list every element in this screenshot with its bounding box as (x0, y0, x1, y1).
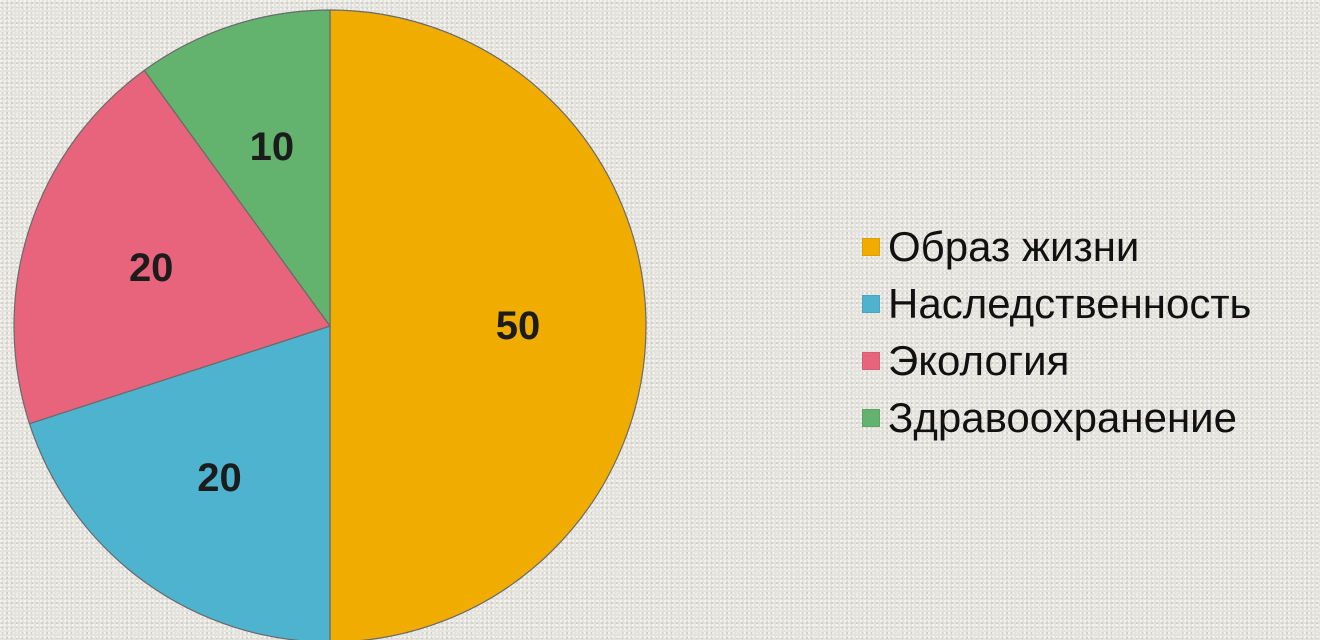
pie-slice-ecology (13, 69, 331, 425)
legend-swatch-lifestyle (862, 237, 880, 256)
legend-label-lifestyle: Образ жизни (888, 222, 1140, 270)
pie-chart: 50 20 20 10 (13, 9, 647, 640)
legend-swatch-heredity (862, 294, 880, 313)
pie-slice-lifestyle (329, 9, 647, 640)
legend-item-ecology: Экология (862, 332, 1251, 389)
data-label-ecology: 20 (129, 246, 174, 290)
data-label-lifestyle: 50 (496, 304, 541, 348)
legend-label-ecology: Экология (888, 336, 1070, 384)
legend-item-healthcare: Здравоохранение (862, 389, 1251, 446)
legend-item-heredity: Наследственность (862, 275, 1251, 332)
legend-label-healthcare: Здравоохранение (888, 393, 1237, 441)
pie-slice-healthcare (143, 9, 331, 328)
data-label-heredity: 20 (197, 456, 242, 500)
data-label-healthcare: 10 (250, 125, 295, 169)
legend-item-lifestyle: Образ жизни (862, 218, 1251, 275)
chart-legend: Образ жизни Наследственность Экология Зд… (862, 218, 1251, 446)
legend-swatch-healthcare (862, 408, 880, 427)
legend-swatch-ecology (862, 351, 880, 370)
legend-label-heredity: Наследственность (888, 279, 1252, 327)
pie-slice-heredity (28, 325, 331, 640)
